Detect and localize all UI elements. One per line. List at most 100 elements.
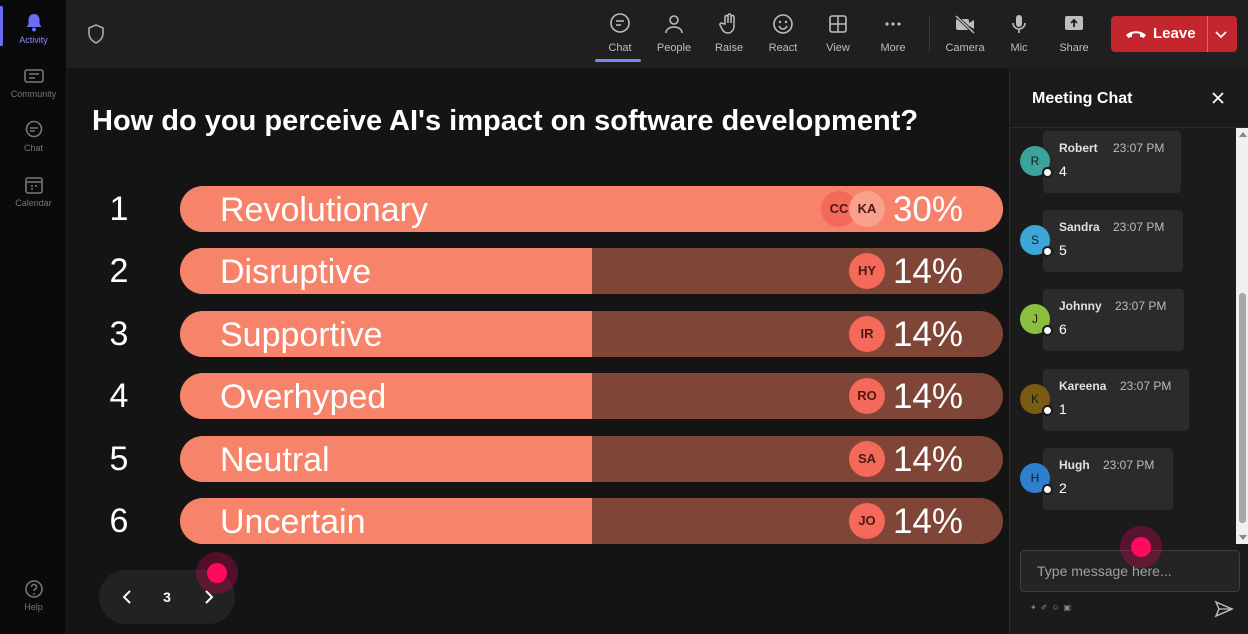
poll-option-row[interactable]: 1 Revolutionary CC KA 30% [67, 186, 1009, 232]
toolbar-people-button[interactable]: People [649, 10, 699, 60]
poll-option-number: 4 [109, 377, 129, 416]
poll-option-bar[interactable]: Revolutionary CC KA 30% [180, 186, 1003, 232]
message-bubble: Sandra 23:07 PM 5 [1043, 210, 1183, 273]
meeting-toolbar: Chat People Raise React View More Camera… [67, 0, 1248, 68]
format-icon[interactable]: ✦ [1030, 603, 1041, 612]
poll-option-row[interactable]: 2 Disruptive HY 14% [67, 248, 1009, 295]
sender-avatar[interactable]: S [1020, 225, 1053, 258]
rail-item-activity[interactable]: Activity [0, 6, 67, 46]
more-icon [885, 22, 901, 26]
message-text: 5 [1059, 242, 1067, 259]
rail-item-community[interactable]: Community [0, 66, 67, 99]
rail-item-label: Help [24, 602, 43, 612]
rail-item-chat[interactable]: Chat [0, 120, 67, 153]
chat-title: Meeting Chat [1032, 90, 1133, 107]
toolbar-react-button[interactable]: React [758, 10, 808, 60]
calendar-icon [24, 177, 43, 194]
poll-option-label: Uncertain [220, 503, 366, 541]
scroll-thumb[interactable] [1239, 293, 1246, 523]
toolbar-button-label: Chat [608, 42, 632, 54]
rail-item-help[interactable]: Help [0, 579, 67, 612]
poll-option-row[interactable]: 3 Supportive IR 14% [67, 310, 1009, 357]
toolbar-button-label: Share [1059, 42, 1089, 54]
emoji-icon[interactable]: ☺ [1051, 603, 1064, 612]
leave-button[interactable]: Leave [1111, 16, 1237, 52]
message-bubble: Johnny 23:07 PM 6 [1043, 289, 1184, 352]
message-timestamp: 23:07 PM [1120, 378, 1172, 393]
poll-option-bar[interactable]: Disruptive HY 14% [180, 248, 1003, 295]
gif-icon[interactable]: ▣ [1063, 603, 1076, 612]
poll-option-fill [180, 435, 592, 482]
toolbar-button-label: View [826, 42, 850, 54]
chevron-right-icon[interactable] [199, 587, 219, 607]
chat-message[interactable]: Kareena 23:07 PM 1 K [1020, 368, 1220, 433]
sender-avatar[interactable]: H [1020, 462, 1053, 495]
toolbar-share-button[interactable]: Share [1049, 10, 1099, 60]
sender-avatar[interactable]: R [1020, 146, 1053, 178]
sender-avatar[interactable]: K [1020, 383, 1053, 416]
view-grid-icon [829, 15, 847, 33]
poll-option-number: 5 [109, 439, 129, 478]
chevron-down-icon[interactable] [1213, 27, 1229, 41]
page-number: 3 [163, 589, 171, 605]
formatting-icons[interactable]: ✦✐☺▣ [1030, 603, 1075, 612]
rail-item-calendar[interactable]: Calendar [0, 175, 67, 208]
toolbar-raise-button[interactable]: Raise [704, 10, 754, 60]
attach-icon[interactable]: ✐ [1040, 603, 1052, 612]
avatar-initial: K [1030, 391, 1039, 406]
poll-option-bar[interactable]: Uncertain JO 14% [180, 498, 1003, 544]
message-bubble: Robert 23:07 PM 4 [1043, 131, 1181, 193]
poll-option-fill [180, 310, 592, 357]
poll-option-percentage: 14% [892, 377, 963, 417]
message-timestamp: 23:07 PM [1113, 141, 1165, 155]
chat-message-input[interactable] [1020, 550, 1240, 592]
poll-option-row[interactable]: 6 Uncertain JO 14% [67, 498, 1009, 544]
presence-indicator [1042, 325, 1053, 337]
avatar-initial: S [1030, 233, 1039, 248]
toolbar-view-button[interactable]: View [813, 10, 863, 60]
message-text: 6 [1059, 321, 1067, 338]
chat-message[interactable]: Hugh 23:07 PM 2 H [1020, 447, 1220, 512]
shield-icon[interactable] [87, 24, 105, 44]
scroll-up-arrow[interactable] [1239, 132, 1247, 137]
poll-option-percentage: 30% [892, 190, 963, 229]
poll-option-bar[interactable]: Overhyped RO 14% [180, 373, 1003, 420]
send-icon[interactable] [1214, 600, 1234, 618]
presence-indicator [1042, 246, 1053, 258]
poll-option-fill [180, 498, 592, 544]
poll-option-row[interactable]: 5 Neutral SA 14% [67, 435, 1009, 482]
chevron-left-icon[interactable] [117, 587, 137, 607]
react-icon [773, 14, 793, 34]
raise-hand-icon [719, 13, 735, 34]
poll-option-number: 1 [109, 190, 129, 228]
toolbar-camera-button[interactable]: Camera [940, 10, 990, 60]
message-sender: Johnny [1059, 299, 1102, 314]
toolbar-button-label: Camera [945, 42, 985, 54]
toolbar-more-button[interactable]: More [868, 10, 918, 60]
poll-option-label: Revolutionary [220, 191, 428, 229]
toolbar-chat-button[interactable]: Chat [595, 10, 645, 62]
poll-option-number: 6 [109, 502, 129, 540]
sender-avatar[interactable]: J [1020, 304, 1053, 337]
poll-option-row[interactable]: 4 Overhyped RO 14% [67, 373, 1009, 420]
poll-option-bar[interactable]: Supportive IR 14% [180, 310, 1003, 357]
poll-option-number: 2 [109, 252, 129, 291]
chat-message[interactable]: Robert 23:07 PM 4 R [1020, 131, 1220, 195]
toolbar-mic-button[interactable]: Mic [994, 10, 1044, 60]
close-icon[interactable] [1210, 90, 1226, 106]
toolbar-button-label: Mic [1010, 42, 1028, 54]
chat-message[interactable]: Sandra 23:07 PM 5 S [1020, 210, 1220, 274]
message-sender: Sandra [1059, 220, 1100, 235]
chat-message-list[interactable]: Robert 23:07 PM 4 R Sandra 23:07 PM 5 S Johnny 23… [1010, 128, 1235, 544]
toolbar-button-label: More [880, 42, 906, 54]
pointer-highlight [1120, 526, 1162, 568]
voter-avatar: SA [849, 440, 885, 477]
chat-scrollbar[interactable] [1236, 128, 1248, 544]
chat-message[interactable]: Johnny 23:07 PM 6 J [1020, 289, 1220, 353]
toolbar-divider [929, 16, 930, 52]
message-bubble: Kareena 23:07 PM 1 [1043, 368, 1189, 431]
poll-option-number: 3 [109, 314, 129, 353]
poll-option-bar[interactable]: Neutral SA 14% [180, 435, 1003, 482]
app-rail: Activity Community Chat Calendar Help [0, 0, 67, 634]
scroll-down-arrow[interactable] [1239, 535, 1247, 540]
